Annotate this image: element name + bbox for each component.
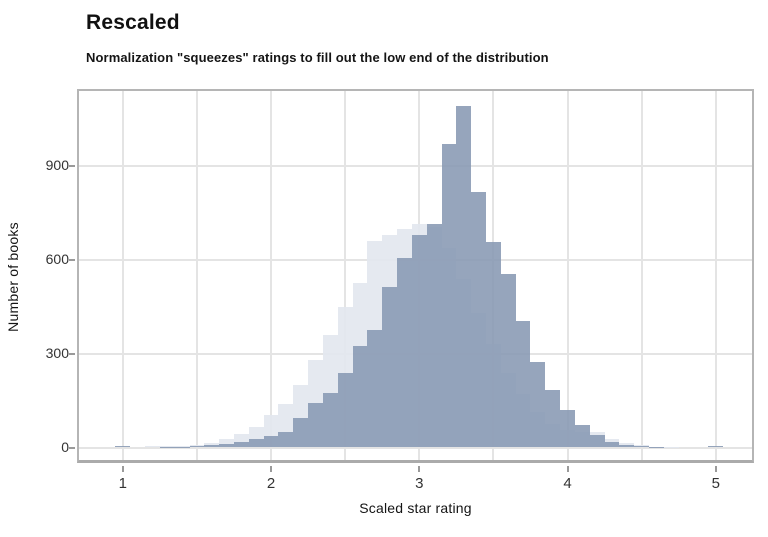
histogram-bar-rescaled bbox=[248, 438, 264, 448]
histogram-bar-rescaled bbox=[159, 446, 175, 448]
gridline-horizontal bbox=[77, 446, 754, 449]
histogram-bar-rescaled bbox=[382, 287, 398, 448]
histogram-bar-original bbox=[145, 446, 160, 448]
y-tick-mark bbox=[69, 446, 75, 449]
histogram-bar-rescaled bbox=[411, 235, 427, 448]
histogram-bar-rescaled bbox=[233, 441, 249, 448]
y-tick-mark bbox=[69, 259, 75, 262]
x-tick-mark bbox=[121, 466, 124, 472]
x-tick-label: 2 bbox=[266, 475, 276, 492]
y-tick-label: 0 bbox=[61, 438, 69, 455]
histogram-bar-rescaled bbox=[426, 224, 442, 448]
histogram-bar-rescaled bbox=[604, 441, 620, 448]
plot-panel: 1 2 3 4 5 0 300 600 900 bbox=[46, 89, 754, 492]
histogram-bar-rescaled bbox=[589, 434, 605, 448]
gridline-vertical bbox=[121, 89, 124, 463]
histogram-bar-rescaled bbox=[619, 444, 635, 448]
x-tick-label: 4 bbox=[563, 475, 572, 492]
histogram-bar-rescaled bbox=[219, 443, 234, 448]
histogram-bar-rescaled bbox=[708, 445, 724, 448]
y-tick-mark bbox=[69, 165, 75, 168]
histogram-bar-rescaled bbox=[174, 446, 190, 448]
histogram-bar-rescaled bbox=[337, 373, 353, 448]
histogram-bar-rescaled bbox=[115, 445, 131, 448]
gridline-vertical bbox=[270, 89, 273, 463]
histogram-bar-rescaled bbox=[441, 144, 457, 448]
gridline-vertical bbox=[714, 89, 717, 463]
histogram-bar-rescaled bbox=[500, 274, 516, 448]
gridline-vertical bbox=[640, 89, 643, 463]
y-axis-title: Number of books bbox=[5, 222, 21, 332]
gridline-horizontal bbox=[77, 165, 754, 168]
x-tick-mark bbox=[270, 466, 273, 472]
histogram-bar-rescaled bbox=[560, 410, 575, 448]
x-tick-label: 1 bbox=[118, 475, 127, 492]
y-tick-mark bbox=[69, 352, 75, 355]
x-tick-label: 3 bbox=[415, 475, 424, 492]
histogram-bar-rescaled bbox=[308, 403, 323, 448]
histogram-bar-rescaled bbox=[530, 361, 546, 448]
x-tick-label: 5 bbox=[711, 475, 720, 492]
chart-subtitle: Normalization "squeezes" ratings to fill… bbox=[86, 50, 549, 65]
histogram-bar-rescaled bbox=[278, 431, 294, 448]
x-tick-mark bbox=[566, 466, 569, 472]
histogram-bar-rescaled bbox=[456, 106, 472, 448]
histogram-bar-original bbox=[219, 438, 234, 448]
histogram-bar-rescaled bbox=[263, 435, 279, 448]
histogram-bar-rescaled bbox=[352, 345, 368, 448]
histogram-bar-original bbox=[159, 446, 175, 448]
x-tick-mark bbox=[418, 466, 421, 472]
histogram-bar-rescaled bbox=[204, 444, 220, 448]
histogram-bar-rescaled bbox=[486, 242, 501, 448]
y-tick-label: 600 bbox=[45, 251, 69, 268]
histogram-bar-rescaled bbox=[322, 393, 338, 448]
gridline-vertical bbox=[566, 89, 569, 463]
histogram-bar-original bbox=[663, 446, 679, 448]
histogram-bar-rescaled bbox=[574, 424, 590, 448]
histogram-bar-rescaled bbox=[545, 390, 561, 448]
x-tick-mark bbox=[714, 466, 717, 472]
histogram-bar-rescaled bbox=[471, 192, 486, 448]
y-tick-label: 300 bbox=[45, 344, 69, 361]
x-axis-title: Scaled star rating bbox=[359, 500, 472, 516]
y-tick-label: 900 bbox=[45, 157, 69, 174]
histogram-bar-rescaled bbox=[397, 258, 412, 448]
histogram-bar-rescaled bbox=[189, 445, 205, 448]
gridline-vertical bbox=[344, 89, 347, 463]
histogram-bar-rescaled bbox=[293, 418, 309, 448]
histogram-bar-rescaled bbox=[634, 445, 650, 448]
histogram-bar-rescaled bbox=[367, 330, 383, 448]
histogram-bar-rescaled bbox=[649, 446, 664, 448]
chart-title: Rescaled bbox=[86, 11, 180, 34]
gridline-vertical bbox=[195, 89, 198, 463]
histogram-bar-rescaled bbox=[515, 321, 531, 448]
